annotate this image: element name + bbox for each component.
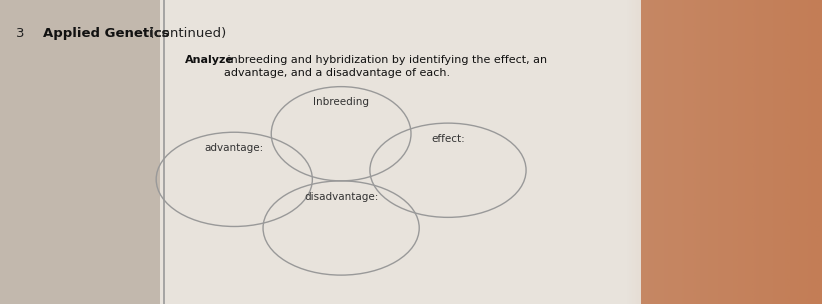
Text: disadvantage:: disadvantage: [304,192,378,202]
Text: (continued): (continued) [145,27,227,40]
FancyBboxPatch shape [641,0,822,304]
Text: Analyze: Analyze [185,55,233,65]
Text: advantage:: advantage: [205,143,264,153]
Text: Inbreeding: Inbreeding [313,97,369,107]
Text: effect:: effect: [431,134,465,144]
Text: inbreeding and hybridization by identifying the effect, an
advantage, and a disa: inbreeding and hybridization by identify… [224,55,547,78]
Text: Applied Genetics: Applied Genetics [43,27,169,40]
Text: 3: 3 [16,27,25,40]
FancyBboxPatch shape [0,0,160,304]
